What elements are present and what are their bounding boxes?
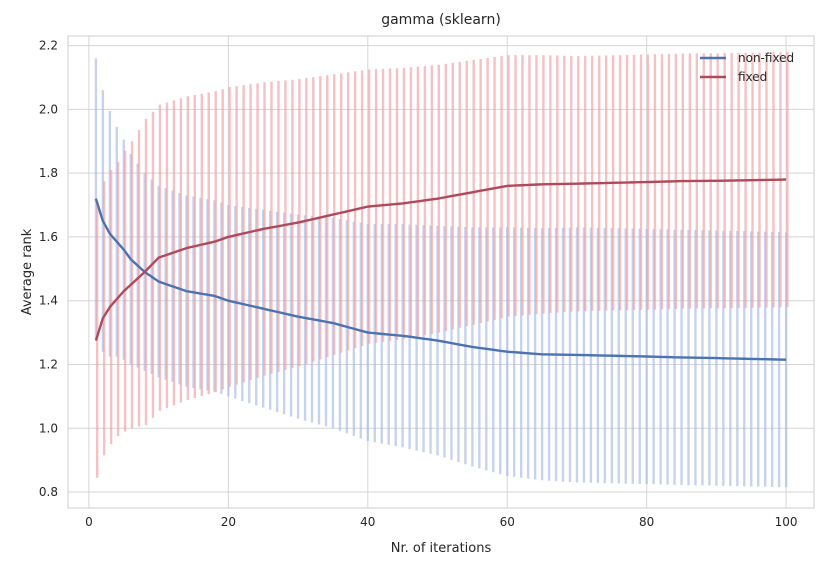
x-tick-label: 60: [500, 515, 515, 529]
legend-label-non-fixed: non-fixed: [738, 51, 794, 65]
y-tick-label: 0.8: [39, 485, 58, 499]
legend-label-fixed: fixed: [738, 70, 767, 84]
y-tick-label: 1.6: [39, 230, 58, 244]
chart-title: gamma (sklearn): [381, 12, 501, 28]
y-tick-label: 1.4: [39, 294, 58, 308]
y-tick-label: 1.8: [39, 166, 58, 180]
x-axis-label: Nr. of iterations: [391, 541, 492, 556]
series-line-non-fixed: [94, 198, 787, 361]
y-tick-label: 1.2: [39, 357, 58, 371]
x-tick-label: 20: [221, 515, 236, 529]
y-axis-label: Average rank: [20, 228, 35, 315]
y-tick-label: 2.0: [39, 102, 58, 116]
y-tick-label: 1.0: [39, 421, 58, 435]
y-tick-label: 2.2: [39, 39, 58, 53]
series-lines: [94, 178, 787, 361]
x-tick-label: 80: [639, 515, 654, 529]
series-line-fixed: [94, 178, 787, 341]
x-tick-label: 0: [85, 515, 93, 529]
x-tick-labels: 0 20 40 60 80 100: [85, 515, 797, 529]
y-tick-labels: 0.8 1.0 1.2 1.4 1.6 1.8 2.0 2.2: [39, 39, 58, 499]
x-tick-label: 40: [360, 515, 375, 529]
x-tick-label: 100: [775, 515, 798, 529]
legend: non-fixed fixed: [700, 51, 794, 84]
